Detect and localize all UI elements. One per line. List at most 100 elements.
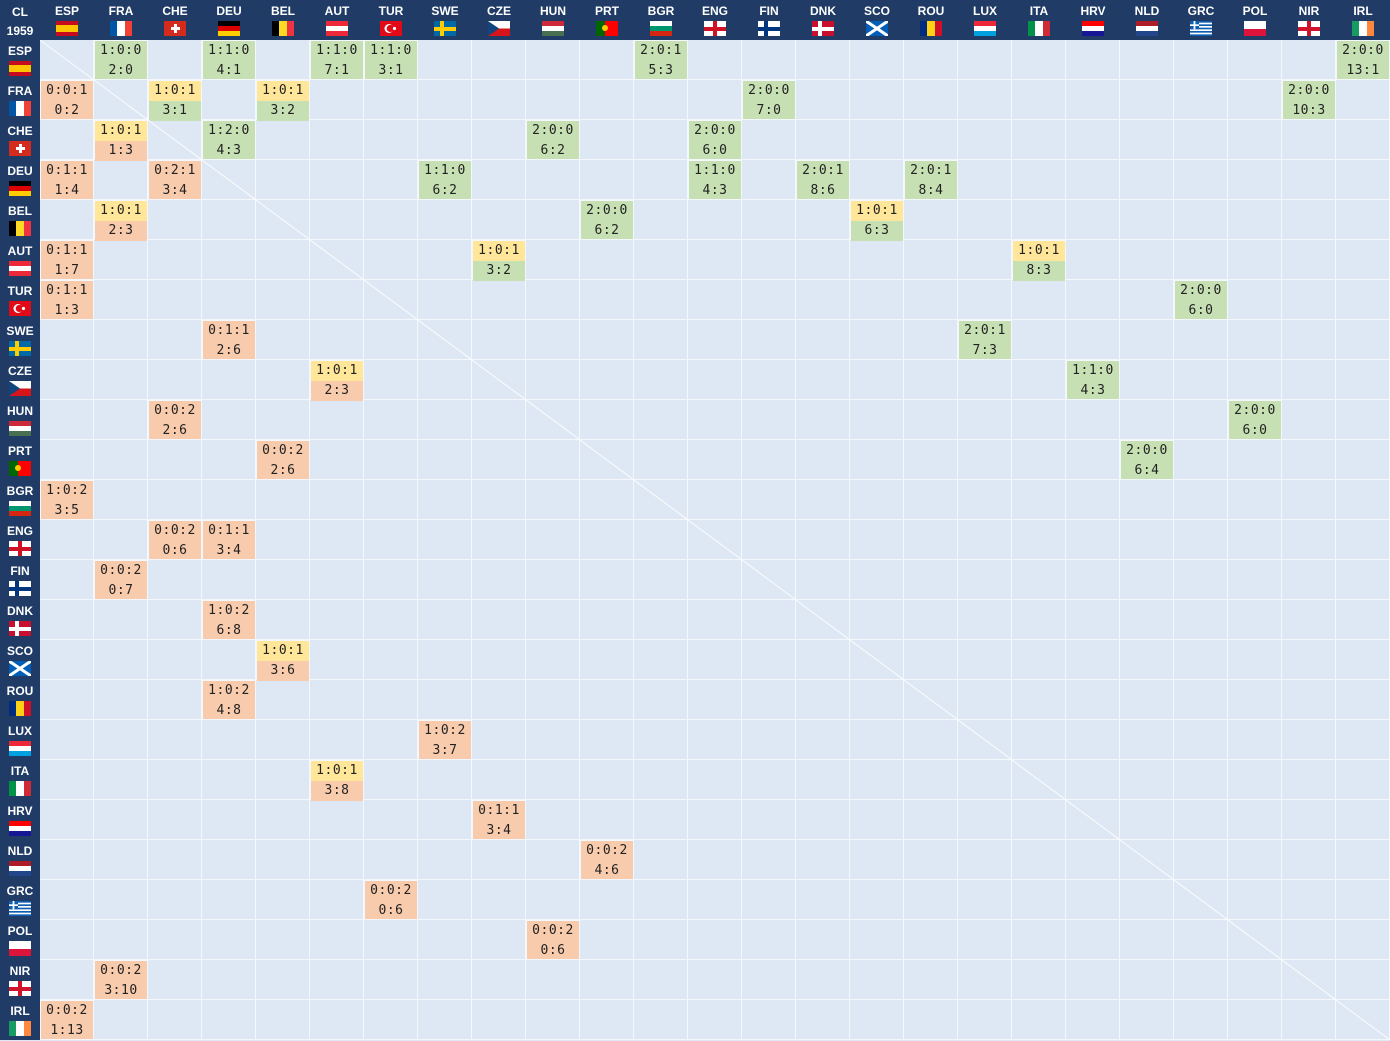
matrix-cell xyxy=(688,640,742,680)
column-header-esp: ESP xyxy=(40,0,94,40)
flag-icon-nld xyxy=(1136,21,1158,36)
flag-icon-pol xyxy=(1244,21,1266,36)
flag-icon-hrv xyxy=(9,821,31,836)
result-record: 2:0:0 xyxy=(694,123,736,138)
team-code: BEL xyxy=(8,204,32,218)
matrix-cell xyxy=(40,40,94,80)
matrix-cell xyxy=(1012,680,1066,720)
matrix-cell xyxy=(1282,120,1336,160)
column-header-ita: ITA xyxy=(1012,0,1066,40)
matrix-cell xyxy=(796,360,850,400)
matrix-cell xyxy=(796,520,850,560)
matrix-cell xyxy=(418,640,472,680)
matrix-cell xyxy=(526,800,580,840)
matrix-cell xyxy=(904,720,958,760)
result-record: 1:0:1 xyxy=(851,201,903,221)
column-header-irl: IRL xyxy=(1336,0,1390,40)
result-score: 4:6 xyxy=(594,863,620,878)
matrix-cell xyxy=(40,840,94,880)
matrix-cell xyxy=(850,1000,904,1040)
matrix-cell xyxy=(1282,400,1336,440)
matrix-cell xyxy=(364,160,418,200)
matrix-cell xyxy=(958,560,1012,600)
matrix-cell xyxy=(634,320,688,360)
result-cell: 2:0:0 10:3 xyxy=(1282,80,1336,120)
matrix-cell xyxy=(796,600,850,640)
team-code: FRA xyxy=(7,84,33,98)
matrix-cell xyxy=(634,360,688,400)
matrix-cell xyxy=(1336,920,1390,960)
matrix-cell xyxy=(688,800,742,840)
matrix-cell xyxy=(904,240,958,280)
matrix-cell xyxy=(472,960,526,1000)
matrix-cell xyxy=(634,80,688,120)
matrix-cell xyxy=(1066,640,1120,680)
matrix-cell xyxy=(1174,120,1228,160)
result-score: 2:0 xyxy=(108,63,134,78)
result-record: 0:0:2 xyxy=(586,843,628,858)
matrix-cell xyxy=(850,760,904,800)
matrix-cell xyxy=(796,280,850,320)
matrix-cell xyxy=(904,800,958,840)
matrix-cell xyxy=(1228,800,1282,840)
matrix-cell xyxy=(418,120,472,160)
matrix-cell xyxy=(94,600,148,640)
matrix-cell xyxy=(1336,600,1390,640)
matrix-cell xyxy=(850,640,904,680)
matrix-cell xyxy=(580,360,634,400)
matrix-cell xyxy=(310,280,364,320)
matrix-cell xyxy=(688,240,742,280)
matrix-cell xyxy=(1336,400,1390,440)
matrix-cell xyxy=(94,640,148,680)
matrix-cell xyxy=(634,160,688,200)
matrix-cell xyxy=(958,160,1012,200)
matrix-cell xyxy=(1174,320,1228,360)
result-cell: 1:0:1 3:2 xyxy=(472,240,526,281)
matrix-cell xyxy=(1174,560,1228,600)
flag-icon-hun xyxy=(542,21,564,36)
team-code: CHE xyxy=(162,4,188,18)
matrix-cell xyxy=(526,560,580,600)
row-header-tur: TUR xyxy=(0,280,40,320)
team-code: TUR xyxy=(378,4,404,18)
matrix-cell xyxy=(688,200,742,240)
matrix-cell xyxy=(310,120,364,160)
matrix-cell xyxy=(688,400,742,440)
matrix-cell xyxy=(40,200,94,240)
matrix-cell xyxy=(1120,400,1174,440)
flag-icon-nir xyxy=(9,981,31,996)
matrix-cell xyxy=(1120,520,1174,560)
team-code: HRV xyxy=(1080,4,1106,18)
matrix-cell xyxy=(958,400,1012,440)
matrix-cell xyxy=(40,760,94,800)
matrix-cell xyxy=(742,840,796,880)
matrix-cell xyxy=(418,520,472,560)
result-record: 2:0:0 xyxy=(748,83,790,98)
matrix-cell xyxy=(1012,720,1066,760)
matrix-cell xyxy=(202,840,256,880)
result-cell: 2:0:1 5:3 xyxy=(634,40,688,80)
row-header-sco: SCO xyxy=(0,640,40,680)
matrix-cell xyxy=(580,320,634,360)
result-record: 2:0:0 xyxy=(1180,283,1222,298)
column-header-tur: TUR xyxy=(364,0,418,40)
team-code: ITA xyxy=(10,764,30,778)
result-score: 2:6 xyxy=(270,463,296,478)
matrix-cell xyxy=(472,320,526,360)
matrix-cell xyxy=(1336,960,1390,1000)
team-code: IRL xyxy=(10,1004,30,1018)
result-score: 6:0 xyxy=(1242,423,1268,438)
matrix-cell xyxy=(1228,520,1282,560)
matrix-cell xyxy=(310,680,364,720)
matrix-cell xyxy=(1336,640,1390,680)
matrix-cell xyxy=(958,120,1012,160)
matrix-cell xyxy=(1120,560,1174,600)
team-code: PRT xyxy=(595,4,619,18)
matrix-cell xyxy=(904,960,958,1000)
matrix-cell xyxy=(634,280,688,320)
result-score: 3:4 xyxy=(486,823,512,838)
column-header-swe: SWE xyxy=(418,0,472,40)
matrix-cell xyxy=(904,520,958,560)
matrix-cell xyxy=(1012,560,1066,600)
result-cell: 2:0:1 7:3 xyxy=(958,320,1012,360)
